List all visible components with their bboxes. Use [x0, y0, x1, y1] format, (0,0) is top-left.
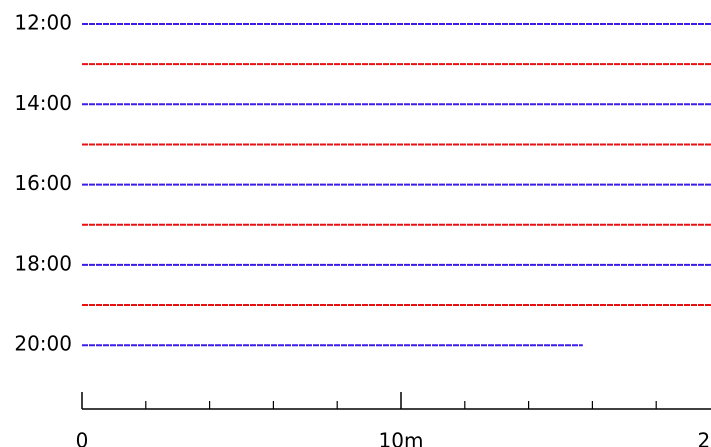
y-tick-label: 14:00 — [14, 91, 72, 115]
x-tick-label: 20m — [698, 429, 711, 447]
y-tick-label: 18:00 — [14, 251, 72, 275]
y-tick-label: 20:00 — [14, 332, 72, 356]
y-tick-label: 16:00 — [14, 171, 72, 195]
y-tick-label: 12:00 — [14, 11, 72, 35]
x-tick-label: 0 — [76, 429, 89, 447]
x-tick-label: 10m — [379, 429, 424, 447]
